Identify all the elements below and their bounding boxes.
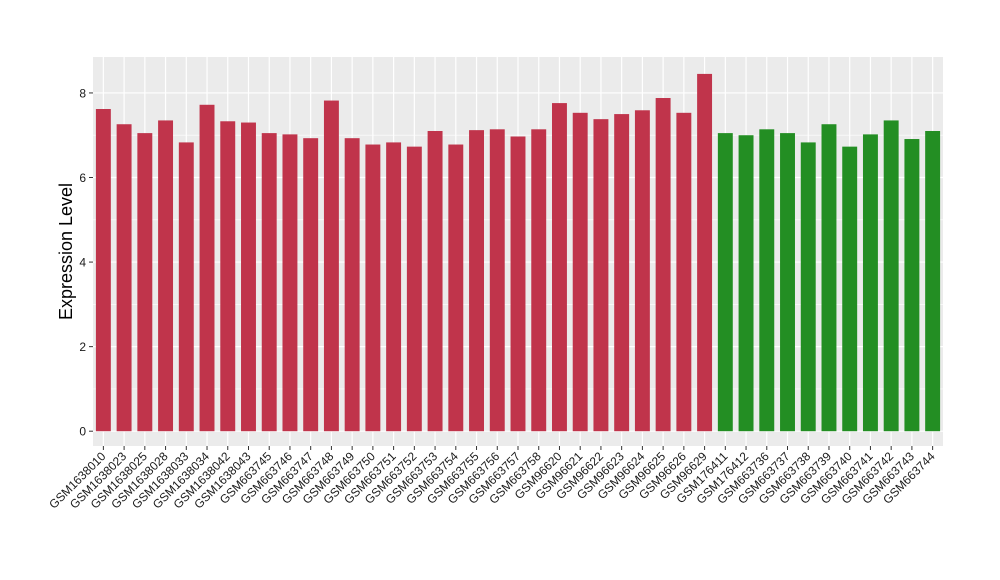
- bar-GSM96623: [614, 114, 630, 432]
- bar-GSM663742: [883, 120, 899, 432]
- bar-GSM663749: [344, 138, 360, 432]
- bar-GSM176411: [717, 133, 733, 432]
- bar-GSM96620: [552, 103, 567, 432]
- y-tick-label: 6: [79, 171, 86, 185]
- bar-GSM663752: [406, 146, 422, 432]
- bar-GSM663738: [800, 142, 816, 432]
- bar-GSM663748: [323, 100, 339, 432]
- y-axis-title: Expression Level: [56, 183, 76, 320]
- bar-GSM1638034: [199, 104, 215, 432]
- y-axis: 0 2 4 6 8: [79, 86, 93, 439]
- bar-GSM96625: [655, 98, 671, 432]
- bar-GSM1638028: [158, 120, 174, 432]
- bar-GSM96621: [572, 112, 588, 432]
- bar-GSM1638010: [95, 109, 111, 432]
- bar-GSM663751: [386, 142, 402, 432]
- y-tick-label: 8: [79, 86, 86, 100]
- bar-GSM96622: [593, 119, 609, 432]
- y-tick-label: 4: [79, 256, 86, 270]
- bar-GSM96626: [676, 112, 692, 432]
- bar-GSM96624: [634, 110, 650, 432]
- bar-GSM663740: [842, 146, 858, 432]
- bar-GSM663756: [489, 129, 505, 432]
- bar-GSM663758: [531, 129, 547, 432]
- bar-GSM663743: [904, 139, 920, 432]
- bar-GSM663757: [510, 136, 526, 432]
- y-tick-label: 0: [79, 425, 86, 439]
- bar-GSM1638042: [220, 121, 236, 432]
- bar-GSM96629: [697, 73, 713, 432]
- bar-GSM663753: [427, 130, 443, 432]
- bar-GSM663745: [261, 133, 277, 432]
- bar-GSM663746: [282, 134, 298, 432]
- bar-GSM663750: [365, 144, 381, 432]
- bars: [95, 73, 941, 432]
- bar-GSM1638023: [116, 124, 132, 432]
- x-axis: GSM1638010GSM1638023GSM1638025GSM1638028…: [46, 446, 938, 511]
- bar-GSM663747: [303, 138, 319, 432]
- bar-GSM1638043: [241, 122, 256, 432]
- bar-GSM663755: [469, 130, 484, 432]
- bar-GSM663739: [821, 124, 837, 432]
- bar-GSM663736: [759, 129, 775, 432]
- bar-GSM176412: [738, 135, 754, 432]
- y-tick-label: 2: [79, 340, 86, 354]
- bar-GSM663754: [448, 144, 464, 432]
- bar-GSM1638033: [178, 142, 194, 432]
- bar-GSM663741: [862, 134, 878, 432]
- bar-GSM1638025: [137, 133, 153, 432]
- bar-GSM663744: [925, 130, 941, 432]
- bar-GSM663737: [780, 133, 795, 432]
